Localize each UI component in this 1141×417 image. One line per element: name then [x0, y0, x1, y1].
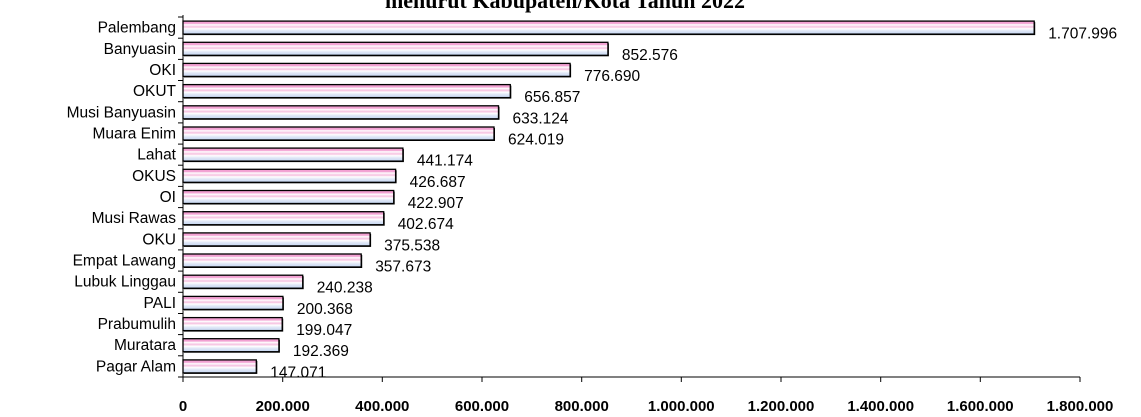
value-label: 656.857 [524, 89, 580, 106]
x-tick-label: 1.800.000 [1047, 398, 1114, 415]
bar-group [182, 62, 572, 78]
category-label: Prabumulih [98, 316, 176, 333]
bar-group [182, 126, 495, 141]
category-label: Musi Rawas [92, 210, 177, 227]
x-tick-label: 1.600.000 [947, 398, 1014, 415]
x-tick-label: 1.400.000 [847, 398, 914, 415]
bar-group [182, 274, 304, 290]
bar [182, 126, 495, 141]
bar [182, 274, 304, 289]
category-label: Lahat [137, 147, 176, 164]
chart-title: menurut Kabupaten/Kota Tahun 2022 [385, 0, 745, 13]
category-label: OKUT [133, 83, 177, 100]
bar-group [182, 147, 404, 163]
bar [182, 316, 283, 332]
bar [182, 168, 397, 183]
category-label: Musi Banyuasin [67, 104, 176, 121]
bar-group [182, 168, 397, 184]
x-tick-label: 200.000 [256, 398, 310, 415]
bar-group [182, 232, 372, 247]
bar [182, 359, 257, 374]
category-label: OI [160, 189, 176, 206]
value-label: 422.907 [408, 195, 464, 212]
bar-group [182, 20, 1036, 36]
x-tick-label: 800.000 [555, 398, 609, 415]
category-label: OKU [142, 231, 176, 248]
bar [182, 62, 571, 78]
value-label: 776.690 [584, 68, 640, 85]
bars-layer [182, 20, 1036, 374]
bar [182, 189, 395, 205]
x-tick-label: 400.000 [355, 398, 409, 415]
bar [182, 211, 385, 226]
bar-group [182, 41, 609, 57]
value-label: 240.238 [317, 280, 373, 297]
bar-group [182, 83, 512, 99]
category-label: PALI [144, 295, 176, 312]
value-label: 192.369 [293, 343, 349, 360]
x-tick-label: 600.000 [455, 398, 509, 415]
x-tick-label: 1.000.000 [648, 398, 715, 415]
category-label: OKUS [132, 168, 176, 185]
value-label: 633.124 [513, 110, 569, 127]
bar-group [182, 316, 284, 332]
value-label: 624.019 [508, 132, 564, 149]
bar [182, 232, 371, 247]
bar-group [182, 295, 284, 311]
x-tick-label: 1.200.000 [748, 398, 815, 415]
value-label: 147.071 [270, 364, 326, 381]
category-label: Palembang [98, 20, 176, 37]
bar [182, 20, 1035, 35]
bar-group [182, 253, 363, 268]
bar [182, 338, 280, 353]
bar-group [182, 105, 500, 120]
bar-group [182, 189, 395, 205]
category-label: Muara Enim [92, 126, 176, 143]
category-label: Empat Lawang [73, 253, 176, 270]
bar [182, 105, 500, 120]
bar [182, 147, 404, 162]
value-label: 375.538 [384, 237, 440, 254]
value-label: 852.576 [622, 47, 678, 64]
category-label: Banyuasin [104, 41, 176, 58]
bar-group [182, 338, 280, 353]
labels-layer: Palembang 1.707.996 Banyuasin 852.576 OKI 776… [67, 20, 1118, 415]
bar-group [182, 211, 385, 226]
bar [182, 83, 511, 99]
category-label: OKI [149, 62, 176, 79]
value-label: 441.174 [417, 153, 473, 170]
axis-layer [178, 15, 1081, 382]
value-label: 357.673 [375, 259, 431, 276]
bar [182, 295, 284, 311]
x-tick-label: 0 [179, 398, 187, 415]
bar-group [182, 359, 258, 374]
bar [182, 41, 609, 56]
value-label: 402.674 [398, 216, 454, 233]
value-label: 199.047 [296, 322, 352, 339]
category-label: Pagar Alam [96, 358, 176, 375]
category-label: Muratara [114, 337, 176, 354]
value-label: 200.368 [297, 301, 353, 318]
category-label: Lubuk Linggau [74, 274, 176, 291]
value-label: 1.707.996 [1048, 26, 1117, 43]
bar [182, 253, 362, 268]
value-label: 426.687 [410, 174, 466, 191]
